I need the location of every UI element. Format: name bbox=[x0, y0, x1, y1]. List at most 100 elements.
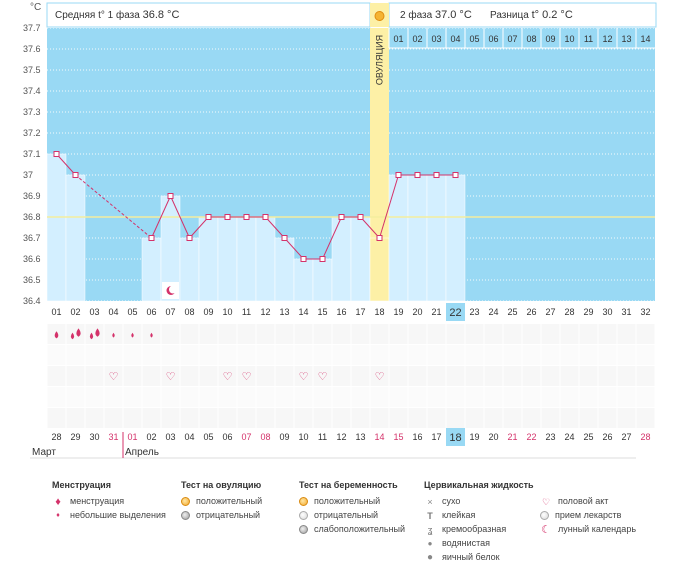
header-panel-phase2 bbox=[388, 2, 657, 28]
post-ovulation-day-label: 05 bbox=[469, 34, 479, 44]
month-label: Апрель bbox=[125, 447, 159, 458]
post-ovulation-day-label: 04 bbox=[450, 34, 460, 44]
temperature-point[interactable] bbox=[433, 172, 440, 178]
calendar-date-label: 17 bbox=[431, 432, 441, 442]
legend-item: ʓ кремообразная bbox=[424, 522, 534, 536]
cycle-day-label: 03 bbox=[89, 307, 99, 317]
cycle-day-label: 18 bbox=[374, 307, 384, 317]
intercourse-heart-icon: ♡ bbox=[242, 370, 252, 383]
intercourse-heart-icon: ♡ bbox=[375, 370, 385, 383]
temperature-point[interactable] bbox=[205, 214, 212, 220]
legend-item: слабоположительный bbox=[299, 522, 405, 536]
intercourse-heart-icon: ♡ bbox=[299, 370, 309, 383]
temperature-bar bbox=[388, 174, 409, 302]
temperature-line-segment bbox=[265, 216, 285, 239]
phase1-label: Средняя t° 1 фаза bbox=[55, 10, 140, 21]
y-tick-label: 37.5 bbox=[23, 65, 41, 75]
calendar-date-label: 02 bbox=[146, 432, 156, 442]
cycle-day-label: 11 bbox=[242, 307, 251, 317]
y-tick-label: 37.7 bbox=[23, 23, 41, 33]
cycle-day-label: 17 bbox=[355, 307, 365, 317]
menstruation-drop-icon bbox=[54, 331, 59, 339]
calendar-date-label: 07 bbox=[241, 432, 251, 442]
cycle-day-label: 26 bbox=[526, 307, 536, 317]
watery-drop-icon: ● bbox=[427, 538, 433, 548]
cycle-day-label: 06 bbox=[146, 307, 156, 317]
egg-white-drop-icon: ● bbox=[426, 551, 434, 563]
temperature-point[interactable] bbox=[243, 214, 250, 220]
legend-other: ♡ половой акт прием лекарств ☾ лунный кале… bbox=[540, 494, 636, 536]
cycle-day-label: 08 bbox=[184, 307, 194, 317]
temperature-point[interactable] bbox=[414, 172, 421, 178]
temperature-line-segment bbox=[56, 153, 76, 176]
temperature-point[interactable] bbox=[300, 256, 307, 262]
temperature-point[interactable] bbox=[148, 235, 155, 241]
intercourse-heart-icon: ♡ bbox=[318, 370, 328, 383]
temperature-point[interactable] bbox=[452, 172, 459, 178]
cycle-day-label: 25 bbox=[507, 307, 517, 317]
y-tick-label: 36.8 bbox=[23, 212, 41, 222]
cycle-day-label: 04 bbox=[108, 307, 118, 317]
temperature-point[interactable] bbox=[357, 214, 364, 220]
calendar-date-label: 14 bbox=[374, 432, 384, 442]
temperature-point[interactable] bbox=[72, 172, 79, 178]
calendar-date-label: 19 bbox=[469, 432, 479, 442]
positive-test-icon bbox=[181, 497, 190, 507]
temperature-bar bbox=[293, 258, 314, 302]
creamy-icon: ʓ bbox=[427, 524, 433, 535]
cycle-day-label: 16 bbox=[336, 307, 346, 317]
y-tick-label: 37.4 bbox=[23, 86, 41, 96]
temperature-point[interactable] bbox=[319, 256, 326, 262]
calendar-date-label: 04 bbox=[184, 432, 194, 442]
temperature-point[interactable] bbox=[262, 214, 269, 220]
temperature-point[interactable] bbox=[338, 214, 345, 220]
temperature-point[interactable] bbox=[281, 235, 288, 241]
temperature-line-segment bbox=[189, 216, 209, 239]
spotting-drop-icon bbox=[150, 332, 153, 338]
y-tick-label: 36.9 bbox=[23, 191, 41, 201]
post-ovulation-day-label: 13 bbox=[621, 34, 631, 44]
legend-item: ♦ небольшие выделения bbox=[52, 508, 166, 522]
post-ovulation-day-label: 06 bbox=[488, 34, 498, 44]
legend-item: ♡ половой акт bbox=[541, 496, 609, 507]
temperature-line-segment bbox=[151, 195, 171, 239]
cycle-day-label: 31 bbox=[621, 307, 631, 317]
post-ovulation-day-label: 09 bbox=[545, 34, 555, 44]
calendar-date-label: 18 bbox=[449, 432, 461, 444]
calendar-date-label: 10 bbox=[298, 432, 308, 442]
post-ovulation-day-label: 14 bbox=[640, 34, 650, 44]
temperature-point[interactable] bbox=[167, 193, 174, 199]
legend-cervical-title: Цервикальная жидкость bbox=[424, 480, 534, 490]
moon-icon: ☾ bbox=[541, 523, 551, 536]
temperature-point[interactable] bbox=[186, 235, 193, 241]
temperature-point[interactable] bbox=[395, 172, 402, 178]
calendar-date-label: 29 bbox=[70, 432, 80, 442]
temperature-line-segment bbox=[322, 216, 342, 260]
legend-item: положительный bbox=[299, 494, 405, 508]
calendar-date-label: 09 bbox=[279, 432, 289, 442]
cycle-day-label: 22 bbox=[449, 307, 461, 319]
temperature-line-segment bbox=[360, 216, 380, 239]
y-tick-label: 36.4 bbox=[23, 296, 41, 306]
cycle-day-label: 23 bbox=[469, 307, 479, 317]
calendar-date-label: 23 bbox=[545, 432, 555, 442]
calendar-date-label: 03 bbox=[165, 432, 175, 442]
diff-value: t° 0.2 °C bbox=[531, 9, 573, 21]
post-ovulation-day-label: 11 bbox=[584, 34, 593, 44]
temperature-point[interactable] bbox=[53, 151, 60, 157]
temperature-bar bbox=[312, 258, 333, 302]
temperature-bar bbox=[274, 237, 295, 302]
cycle-day-label: 13 bbox=[279, 307, 289, 317]
cycle-day-label: 29 bbox=[583, 307, 593, 317]
temperature-line-segment bbox=[284, 237, 304, 260]
calendar-date-label: 15 bbox=[393, 432, 403, 442]
legend-item: ● яичный белок bbox=[424, 550, 534, 564]
temperature-bar bbox=[46, 153, 67, 302]
temperature-point[interactable] bbox=[376, 235, 383, 241]
temperature-bar bbox=[179, 237, 200, 302]
temperature-point[interactable] bbox=[224, 214, 231, 220]
y-tick-label: 37.2 bbox=[23, 128, 41, 138]
cycle-day-label: 02 bbox=[70, 307, 80, 317]
menstruation-drop-icon bbox=[70, 332, 75, 340]
